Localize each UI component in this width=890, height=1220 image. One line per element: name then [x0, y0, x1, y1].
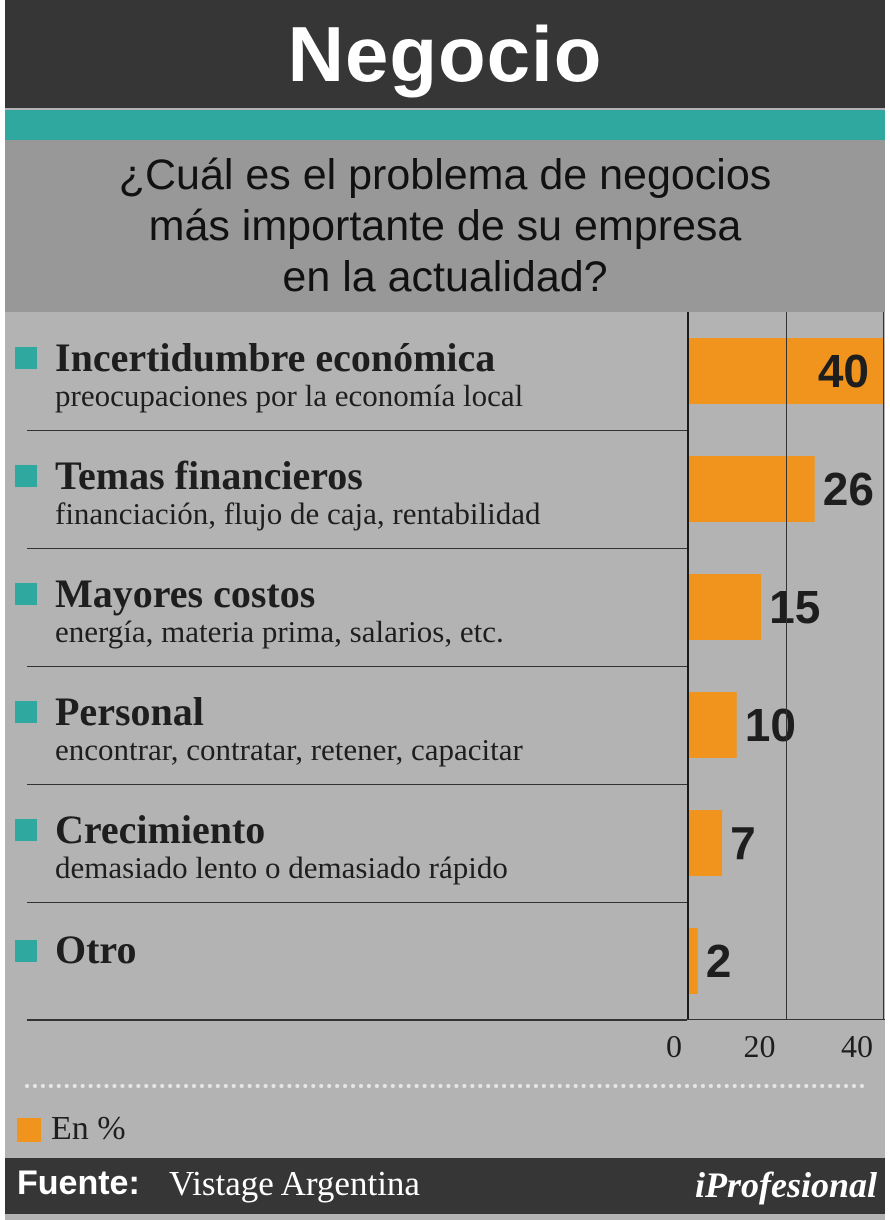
row-separator	[27, 548, 687, 549]
page-title: Negocio	[287, 9, 603, 98]
bar	[689, 810, 723, 876]
brand-logo: iProfesional	[694, 1165, 877, 1205]
category-label: Mayores costos	[55, 571, 316, 616]
category-sublabel: energía, materia prima, salarios, etc.	[55, 614, 504, 649]
category-sublabel: encontrar, contratar, retener, capacitar	[55, 732, 523, 767]
category-label: Crecimiento	[55, 807, 266, 852]
category-sublabel: demasiado lento o demasiado rápido	[55, 850, 508, 885]
question-box: ¿Cuál es el problema de negocios más imp…	[5, 140, 885, 312]
footer: Fuente: Vistage Argentina iProfesional	[5, 1158, 885, 1214]
x-tick-label: 20	[743, 1028, 776, 1064]
category-label: Incertidumbre económica	[55, 335, 496, 380]
bar-value-label: 2	[706, 935, 732, 987]
bar-chart: 40 26 15 10 7 2 0 20 40 Incertidumbre económica p…	[5, 312, 885, 1072]
gridline	[883, 312, 884, 1020]
bar	[689, 574, 762, 640]
bar	[689, 456, 815, 522]
bar-value-label: 40	[818, 345, 869, 397]
row-separator	[27, 784, 687, 785]
category-marker	[15, 940, 37, 962]
y-axis-line	[687, 312, 689, 1020]
category-row: Incertidumbre económica preocupaciones po…	[5, 312, 685, 430]
gridline	[785, 312, 787, 1020]
plot-baseline	[27, 1019, 885, 1020]
category-marker	[15, 819, 37, 841]
category-row: Personal encontrar, contratar, retener, c…	[5, 666, 685, 784]
row-separator	[27, 902, 687, 903]
category-marker	[15, 347, 37, 369]
source-name: Vistage Argentina	[169, 1164, 420, 1203]
source-label: Fuente:	[17, 1164, 140, 1202]
bar-chart-svg: 40 26 15 10 7 2	[689, 338, 883, 994]
question-line-1: ¿Cuál es el problema de negocios	[118, 150, 772, 199]
dotted-divider	[25, 1084, 865, 1088]
bar-value-label: 15	[769, 581, 820, 633]
category-label: Otro	[55, 927, 137, 972]
category-marker	[15, 583, 37, 605]
category-sublabel: financiación, flujo de caja, rentabilida…	[55, 496, 541, 531]
bar-value-label: 26	[823, 463, 874, 515]
x-tick-label: 0	[666, 1028, 682, 1064]
bar-value-label: 10	[745, 699, 796, 751]
category-sublabel: preocupaciones por la economía local	[55, 378, 524, 413]
category-label: Personal	[55, 689, 204, 734]
infographic: Negocio ¿Cuál es el problema de negocios…	[5, 0, 885, 1220]
accent-band	[5, 110, 885, 140]
header: Negocio	[5, 0, 885, 108]
category-row: Temas financieros financiación, flujo de …	[5, 430, 685, 548]
row-separator	[27, 430, 687, 431]
question-line-3: en la actualidad?	[282, 252, 608, 301]
category-row: Mayores costos energía, materia prima, sa…	[5, 548, 685, 666]
row-separator	[27, 666, 687, 667]
legend-label: En %	[51, 1110, 126, 1147]
category-row: Crecimiento demasiado lento o demasiado r…	[5, 784, 685, 902]
bar	[689, 928, 698, 994]
legend-swatch	[17, 1118, 41, 1142]
category-row: Otro	[5, 902, 685, 1020]
chart-question: ¿Cuál es el problema de negocios más imp…	[15, 150, 875, 303]
category-label: Temas financieros	[55, 453, 363, 498]
row-separator	[27, 1020, 687, 1021]
category-marker	[15, 701, 37, 723]
category-marker	[15, 465, 37, 487]
x-tick-label: 40	[841, 1028, 873, 1064]
question-line-2: más importante de su empresa	[148, 201, 742, 250]
bar	[689, 692, 737, 758]
bar-value-label: 7	[730, 817, 756, 869]
